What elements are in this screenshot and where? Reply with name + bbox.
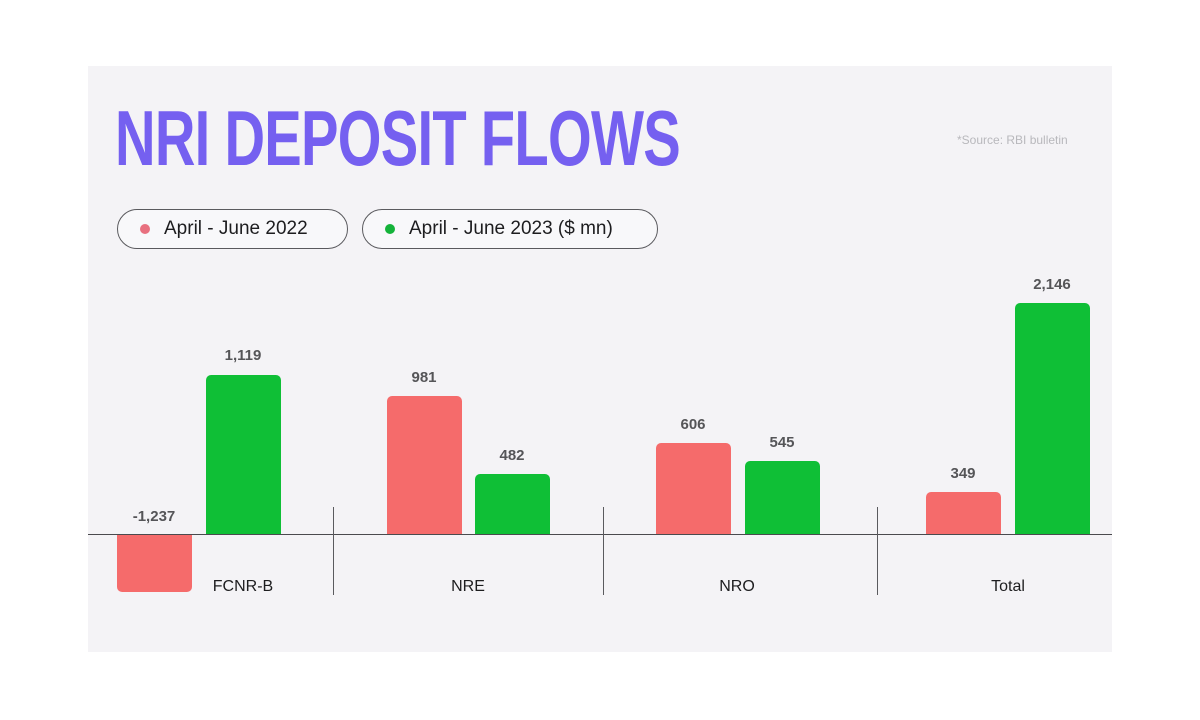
legend-item-2023: April - June 2023 ($ mn) bbox=[362, 209, 658, 249]
bar-total-2022 bbox=[926, 492, 1001, 534]
category-divider bbox=[603, 507, 604, 595]
legend-label: April - June 2023 ($ mn) bbox=[409, 218, 613, 239]
bar-nre-2023 bbox=[475, 474, 550, 534]
category-label: FCNR-B bbox=[212, 578, 274, 595]
category-divider bbox=[333, 507, 334, 595]
category-label: NRE bbox=[451, 578, 485, 595]
value-label: -1,237 bbox=[132, 508, 176, 525]
legend-dot-red-icon bbox=[140, 224, 150, 234]
category-label: NRO bbox=[719, 578, 755, 595]
chart-card bbox=[88, 66, 1112, 652]
category-label: Total bbox=[991, 578, 1025, 595]
value-label: 1,119 bbox=[224, 347, 262, 364]
legend-label: April - June 2022 bbox=[164, 218, 308, 239]
bar-total-2023 bbox=[1015, 303, 1090, 534]
value-label: 482 bbox=[499, 447, 525, 464]
legend-dot-green-icon bbox=[385, 224, 395, 234]
value-label: 981 bbox=[411, 369, 437, 386]
chart-title: NRI DEPOSIT FLOWS bbox=[115, 94, 681, 182]
bar-fcnrb-2022 bbox=[117, 535, 192, 592]
legend-item-2022: April - June 2022 bbox=[117, 209, 348, 249]
value-label: 2,146 bbox=[1033, 276, 1071, 293]
source-note: *Source: RBI bulletin bbox=[957, 133, 1068, 147]
value-label: 349 bbox=[950, 465, 976, 482]
bar-fcnrb-2023 bbox=[206, 375, 281, 534]
bar-nro-2023 bbox=[745, 461, 820, 534]
category-divider bbox=[877, 507, 878, 595]
value-label: 606 bbox=[680, 416, 706, 433]
bar-nro-2022 bbox=[656, 443, 731, 534]
value-label: 545 bbox=[769, 434, 795, 451]
bar-nre-2022 bbox=[387, 396, 462, 534]
zero-axis-line bbox=[88, 534, 1112, 535]
